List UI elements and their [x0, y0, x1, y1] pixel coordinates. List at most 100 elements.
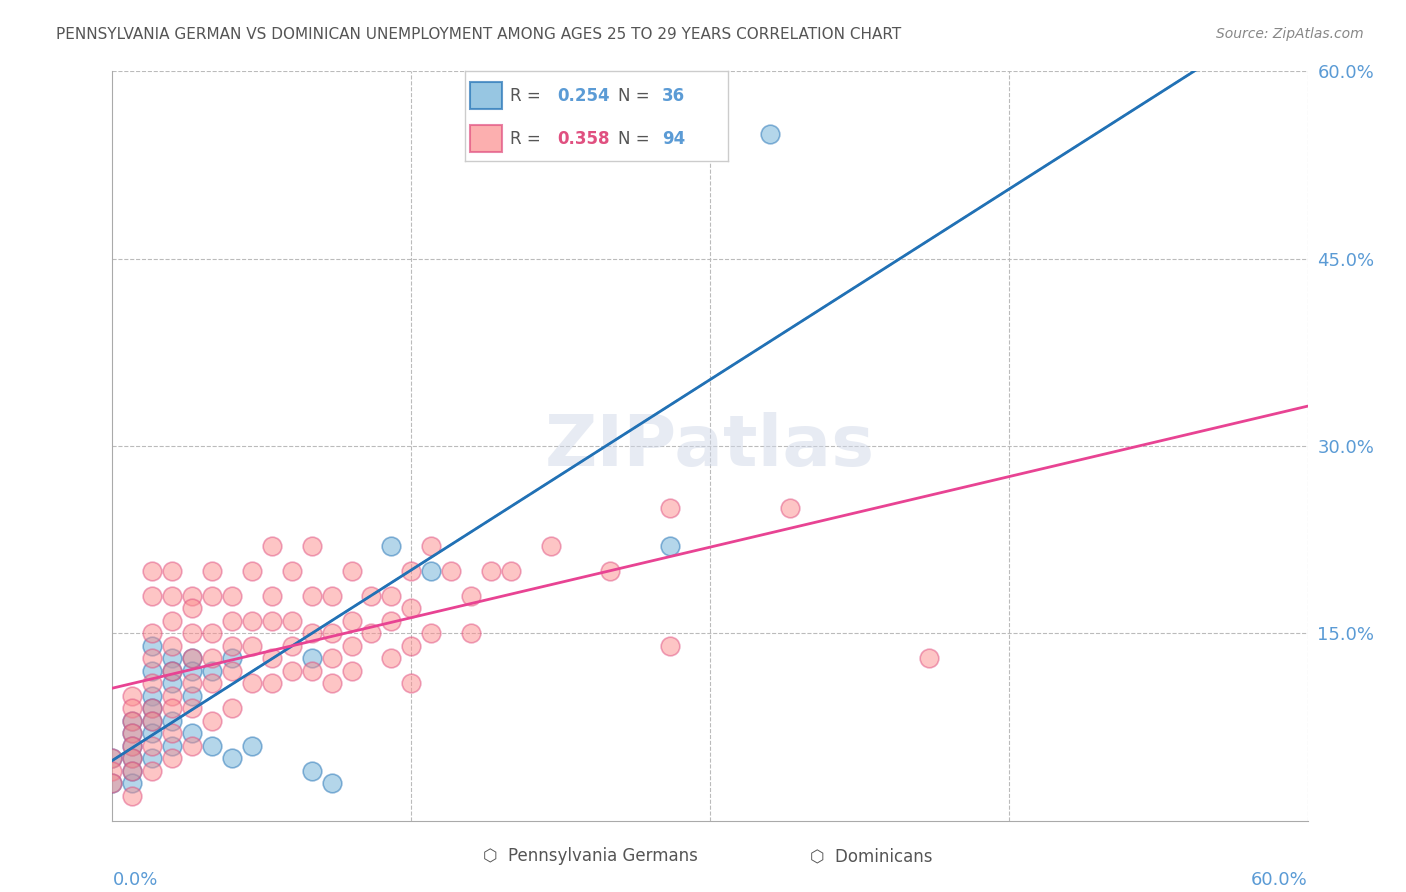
Text: ZIPatlas: ZIPatlas: [546, 411, 875, 481]
Point: [201, 626, 224, 640]
Point: [340, 639, 363, 653]
Point: [479, 564, 502, 578]
Point: [440, 564, 463, 578]
Point: [360, 626, 382, 640]
Point: [162, 589, 183, 603]
Point: [162, 614, 183, 628]
Point: [121, 764, 143, 778]
Point: [260, 589, 283, 603]
Point: [121, 714, 143, 728]
Point: [162, 751, 183, 765]
Point: [401, 639, 423, 653]
Point: [141, 701, 163, 715]
Point: [301, 626, 323, 640]
Point: [181, 676, 204, 690]
Point: [221, 639, 243, 653]
Point: [121, 789, 143, 803]
Point: [141, 664, 163, 678]
Point: [221, 589, 243, 603]
Point: [221, 651, 243, 665]
Point: [121, 726, 143, 740]
Point: [240, 639, 263, 653]
Point: [380, 539, 402, 553]
Point: [141, 589, 163, 603]
Point: [401, 601, 423, 615]
Point: [221, 701, 243, 715]
Point: [281, 614, 304, 628]
Point: [380, 589, 402, 603]
Point: [162, 739, 183, 753]
Point: [181, 626, 204, 640]
Point: [260, 614, 283, 628]
Point: [779, 501, 801, 516]
Point: [121, 739, 143, 753]
Point: [301, 664, 323, 678]
Point: [181, 739, 204, 753]
Point: [221, 614, 243, 628]
Point: [141, 726, 163, 740]
Point: [141, 701, 163, 715]
Point: [659, 501, 682, 516]
Point: [141, 564, 163, 578]
Point: [141, 689, 163, 703]
Point: [181, 689, 204, 703]
Point: [281, 639, 304, 653]
Point: [201, 714, 224, 728]
Point: [162, 664, 183, 678]
Point: [401, 676, 423, 690]
Point: [201, 589, 224, 603]
Point: [240, 676, 263, 690]
Point: [321, 676, 343, 690]
Point: [162, 564, 183, 578]
Point: [121, 701, 143, 715]
Point: [380, 614, 402, 628]
Point: [121, 714, 143, 728]
Point: [221, 664, 243, 678]
Point: [121, 776, 143, 790]
Point: [340, 664, 363, 678]
Point: [101, 776, 124, 790]
Point: [121, 751, 143, 765]
Point: [460, 626, 482, 640]
Point: [201, 564, 224, 578]
Point: [162, 639, 183, 653]
Text: PENNSYLVANIA GERMAN VS DOMINICAN UNEMPLOYMENT AMONG AGES 25 TO 29 YEARS CORRELAT: PENNSYLVANIA GERMAN VS DOMINICAN UNEMPLO…: [56, 27, 901, 42]
Point: [240, 614, 263, 628]
Point: [162, 714, 183, 728]
Text: ⬡  Pennsylvania Germans: ⬡ Pennsylvania Germans: [484, 847, 697, 865]
Point: [340, 564, 363, 578]
Point: [599, 564, 621, 578]
Point: [380, 651, 402, 665]
Text: 60.0%: 60.0%: [1251, 871, 1308, 888]
Point: [281, 664, 304, 678]
Point: [101, 751, 124, 765]
Point: [181, 726, 204, 740]
Point: [181, 589, 204, 603]
Point: [321, 651, 343, 665]
Point: [141, 739, 163, 753]
Point: [460, 589, 482, 603]
Point: [162, 651, 183, 665]
Point: [420, 539, 443, 553]
Point: [240, 739, 263, 753]
Point: [240, 564, 263, 578]
Point: [162, 701, 183, 715]
Point: [181, 601, 204, 615]
Point: [260, 651, 283, 665]
Point: [759, 127, 782, 141]
Point: [141, 751, 163, 765]
Point: [162, 676, 183, 690]
Point: [201, 651, 224, 665]
Point: [181, 651, 204, 665]
Point: [181, 651, 204, 665]
Point: [121, 751, 143, 765]
Point: [201, 664, 224, 678]
Text: 0.0%: 0.0%: [112, 871, 157, 888]
Point: [121, 726, 143, 740]
Point: [420, 626, 443, 640]
Point: [121, 764, 143, 778]
Point: [918, 651, 941, 665]
Point: [141, 626, 163, 640]
Point: [181, 701, 204, 715]
Point: [162, 664, 183, 678]
